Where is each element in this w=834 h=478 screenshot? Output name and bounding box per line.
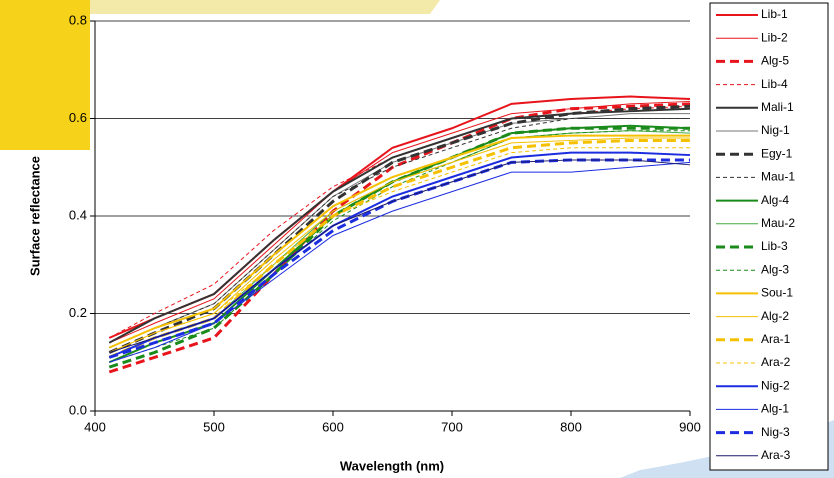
legend-label: Alg-5 xyxy=(761,54,789,68)
legend-label: Ara-3 xyxy=(761,448,791,462)
legend-label: Alg-1 xyxy=(761,402,789,416)
legend-label: Lib-3 xyxy=(761,239,788,253)
legend-label: Alg-2 xyxy=(761,309,789,323)
series-line xyxy=(108,104,691,354)
background-decoration xyxy=(0,0,90,150)
legend-label: Mau-2 xyxy=(761,216,795,230)
legend-label: Nig-2 xyxy=(761,378,790,392)
background-decoration xyxy=(90,0,440,14)
y-axis-label: Surface reflectance xyxy=(27,156,42,276)
legend-label: Mali-1 xyxy=(761,100,794,114)
x-axis-label: Wavelength (nm) xyxy=(340,458,444,473)
legend-label: Lib-2 xyxy=(761,30,788,44)
y-tick-label: 0.4 xyxy=(69,207,87,222)
legend-label: Lib-4 xyxy=(761,77,788,91)
x-tick-label: 600 xyxy=(322,419,344,434)
legend-entries: Lib-1 Lib-2 Alg-5 Lib-4 Mali-1 Nig-1 Egy-1 Mau-… xyxy=(716,7,795,462)
y-tick-label: 0.6 xyxy=(69,110,87,125)
series-line xyxy=(109,161,691,363)
series-line xyxy=(109,159,691,353)
legend-label: Nig-1 xyxy=(761,123,790,137)
legend-label: Sou-1 xyxy=(761,286,793,300)
x-tick-label: 700 xyxy=(441,419,463,434)
legend xyxy=(709,2,829,471)
x-tick-label: 900 xyxy=(679,419,701,434)
x-tick-label: 500 xyxy=(203,419,225,434)
legend-label: Ara-2 xyxy=(761,355,791,369)
series-line xyxy=(109,130,690,363)
legend-label: Alg-3 xyxy=(761,262,789,276)
series-line xyxy=(108,102,691,374)
series-line xyxy=(109,147,690,353)
y-tick-label: 0.0 xyxy=(69,402,87,417)
legend-label: Alg-4 xyxy=(761,193,789,207)
x-tick-label: 800 xyxy=(560,419,582,434)
legend-label: Mau-1 xyxy=(761,170,795,184)
legend-label: Nig-3 xyxy=(761,425,790,439)
y-tick-label: 0.8 xyxy=(69,12,87,27)
x-tick-label: 400 xyxy=(84,419,106,434)
legend-label: Egy-1 xyxy=(761,146,793,160)
y-tick-label: 0.2 xyxy=(69,305,87,320)
series-line xyxy=(108,134,690,349)
series-line xyxy=(109,137,690,353)
legend-label: Ara-1 xyxy=(761,332,791,346)
series-line xyxy=(109,118,690,349)
legend-label: Lib-1 xyxy=(761,7,788,21)
